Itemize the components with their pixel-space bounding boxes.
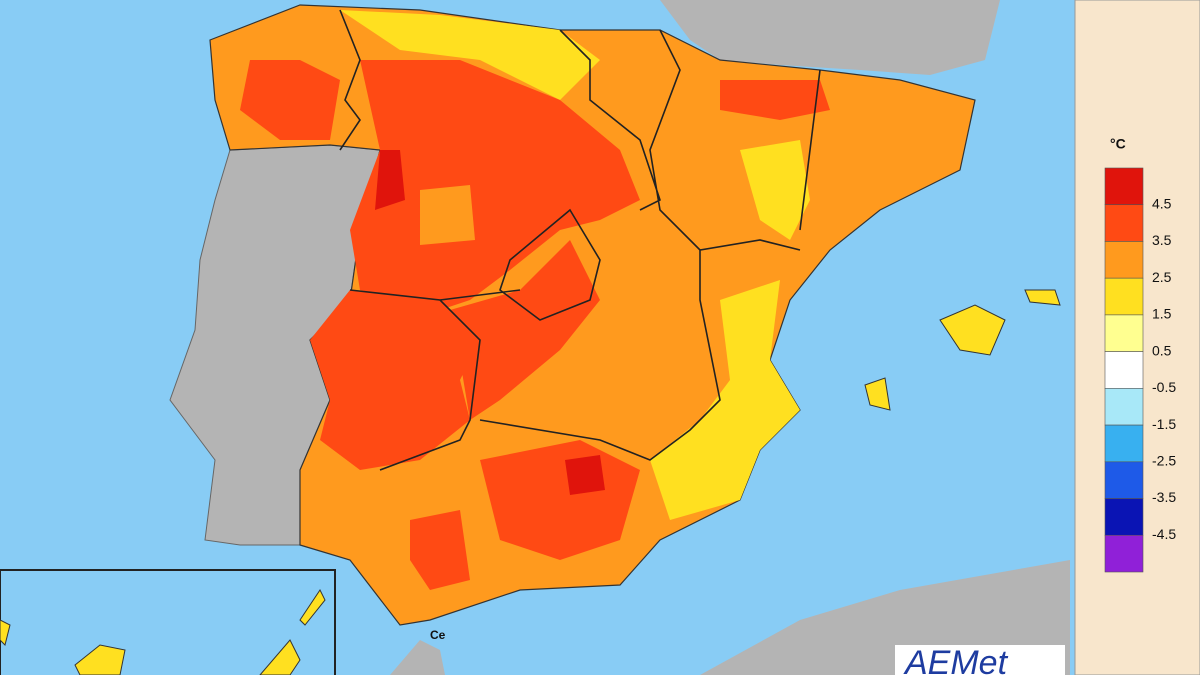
- legend: 4.5 3.5 2.5 1.5 0.5 -0.5 -1.5 -2.5 -3.5 -4.5: [1104, 167, 1176, 573]
- legend-label: 0.5: [1152, 342, 1172, 358]
- region-border: [339, 9, 821, 471]
- legend-swatch: [1104, 167, 1144, 206]
- legend-label: -0.5: [1152, 379, 1176, 395]
- zone-yellow: [740, 140, 810, 240]
- legend-label: 4.5: [1152, 195, 1172, 211]
- legend-title: °C: [1110, 136, 1126, 152]
- legend-label: -2.5: [1152, 453, 1176, 469]
- zone-yellow: [340, 10, 600, 100]
- legend-label: 2.5: [1152, 269, 1172, 285]
- legend-swatch: [1104, 498, 1144, 536]
- legend-swatch: [1104, 204, 1144, 242]
- legend-swatch: [1104, 351, 1144, 389]
- legend-label: 1.5: [1152, 306, 1172, 322]
- zone-darkred: [375, 150, 605, 495]
- zone-red: [720, 80, 830, 120]
- zone-red: [450, 240, 600, 420]
- legend-label: -4.5: [1152, 526, 1176, 542]
- legend-swatch: [1104, 277, 1144, 316]
- legend-label: -1.5: [1152, 416, 1176, 432]
- zone-yellow: [650, 280, 800, 520]
- legend-swatch: [1104, 461, 1144, 499]
- logo-box: [895, 645, 1065, 675]
- legend-label: -3.5: [1152, 489, 1176, 505]
- france: [660, 0, 1000, 75]
- legend-swatch: [1104, 388, 1144, 426]
- ceuta-label: Ce: [430, 628, 446, 642]
- legend-swatch: [1104, 241, 1144, 279]
- legend-swatch: [1104, 314, 1144, 352]
- zone-orange: [420, 185, 475, 245]
- legend-label: 3.5: [1152, 232, 1172, 248]
- island: [864, 289, 1061, 411]
- zone-red: [350, 60, 640, 310]
- canary-islands: [0, 589, 326, 675]
- legend-swatch: [1104, 424, 1144, 463]
- zone-red: [310, 290, 480, 470]
- zone-red: [240, 60, 340, 140]
- legend-swatch: [1104, 534, 1144, 573]
- logo: AEMet: [903, 644, 1009, 675]
